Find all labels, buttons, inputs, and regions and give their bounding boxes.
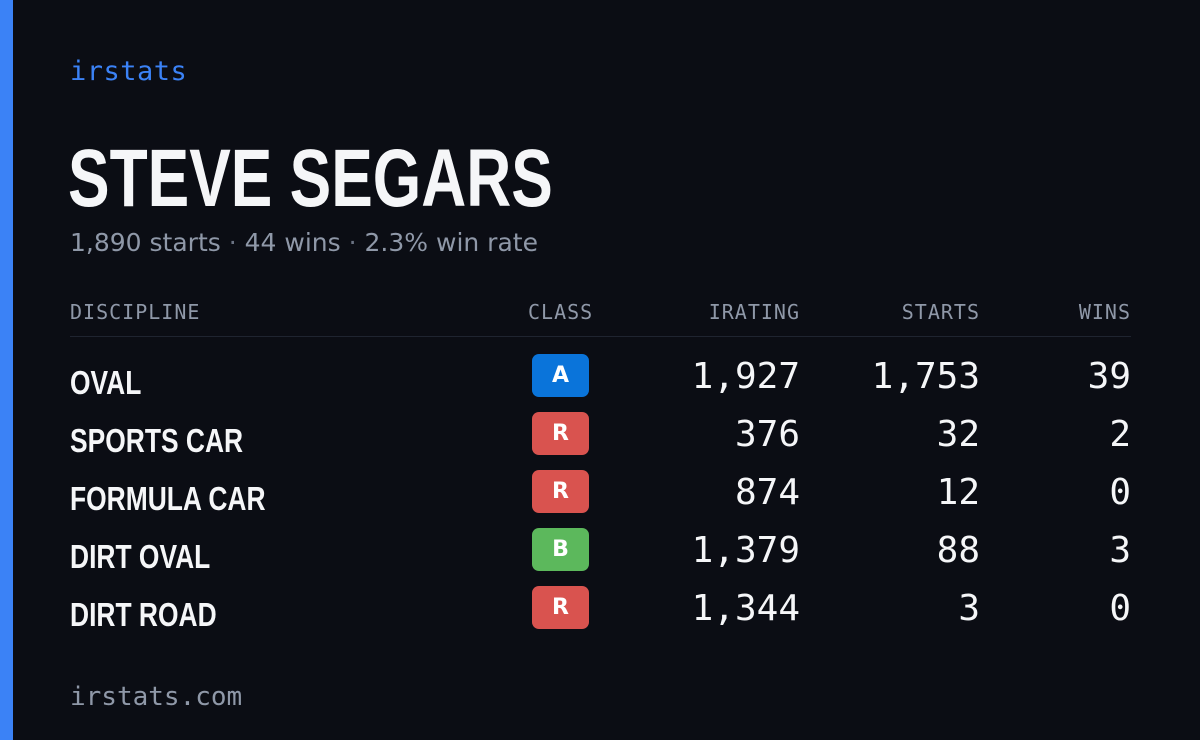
wins-value: 2 xyxy=(1109,414,1131,455)
wins-value: 39 xyxy=(1087,356,1131,397)
discipline-name: OVAL xyxy=(70,364,142,401)
stats-table: DISCIPLINE CLASS IRATING STARTS WINS OVA… xyxy=(70,296,1131,642)
irating-value: 1,344 xyxy=(691,588,800,629)
discipline-name: FORMULA CAR xyxy=(70,480,266,517)
table-row: DIRT ROAD R 1,344 3 0 xyxy=(70,584,1131,642)
irating-value: 376 xyxy=(734,414,800,455)
irating-value: 1,927 xyxy=(691,356,800,397)
irating-value: 874 xyxy=(734,472,800,513)
starts-value: 3 xyxy=(958,588,980,629)
wins-count: 44 wins xyxy=(244,228,341,257)
table-row: OVAL A 1,927 1,753 39 xyxy=(70,352,1131,410)
table-row: FORMULA CAR R 874 12 0 xyxy=(70,468,1131,526)
header-class: CLASS xyxy=(528,300,594,324)
table-header: DISCIPLINE CLASS IRATING STARTS WINS xyxy=(70,296,1131,337)
separator: · xyxy=(228,228,237,257)
table-body: OVAL A 1,927 1,753 39 SPORTS CAR R 376 3… xyxy=(70,337,1131,642)
class-badge: R xyxy=(532,586,589,629)
starts-value: 12 xyxy=(936,472,980,513)
starts-value: 1,753 xyxy=(871,356,980,397)
brand-logo: irstats xyxy=(70,56,188,87)
separator: · xyxy=(348,228,357,257)
class-badge: A xyxy=(532,354,589,397)
win-rate: 2.3% win rate xyxy=(364,228,538,257)
footer-url: irstats.com xyxy=(70,682,243,712)
discipline-name: DIRT OVAL xyxy=(70,538,211,575)
header-starts: STARTS xyxy=(901,300,980,324)
table-row: SPORTS CAR R 376 32 2 xyxy=(70,410,1131,468)
table-row: DIRT OVAL B 1,379 88 3 xyxy=(70,526,1131,584)
class-badge: B xyxy=(532,528,589,571)
driver-summary: 1,890 starts · 44 wins · 2.3% win rate xyxy=(70,228,538,257)
wins-value: 3 xyxy=(1109,530,1131,571)
accent-bar xyxy=(0,0,13,740)
starts-value: 88 xyxy=(936,530,980,571)
starts-count: 1,890 starts xyxy=(70,228,221,257)
wins-value: 0 xyxy=(1109,472,1131,513)
discipline-name: SPORTS CAR xyxy=(70,422,244,459)
wins-value: 0 xyxy=(1109,588,1131,629)
class-badge: R xyxy=(532,412,589,455)
starts-value: 32 xyxy=(936,414,980,455)
header-discipline: DISCIPLINE xyxy=(70,300,201,324)
driver-name: STEVE SEGARS xyxy=(68,133,553,224)
irating-value: 1,379 xyxy=(691,530,800,571)
discipline-name: DIRT ROAD xyxy=(70,596,217,633)
class-badge: R xyxy=(532,470,589,513)
header-wins: WINS xyxy=(1078,300,1131,324)
header-irating: IRATING xyxy=(708,300,800,324)
